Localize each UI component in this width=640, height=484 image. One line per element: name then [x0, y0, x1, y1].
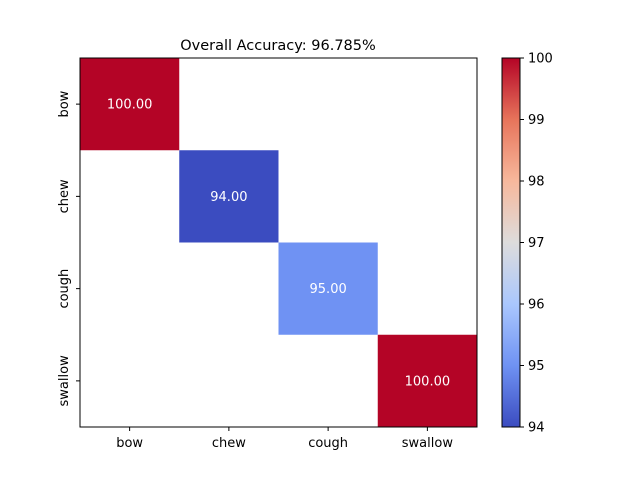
y-tick-label: swallow: [57, 355, 72, 407]
colorbar: 94 95 96 97 98 99 100: [501, 52, 553, 436]
heatmap-cell: [278, 242, 378, 335]
cell-value-label: 100.00: [107, 98, 153, 113]
cell-value-label: 94.00: [210, 190, 247, 205]
colorbar-gradient: [501, 57, 521, 428]
heatmap-cell: [80, 58, 180, 151]
colorbar-tick-label: 98: [528, 175, 545, 190]
colorbar-tick-label: 96: [528, 298, 545, 313]
colorbar-tick-label: 95: [528, 359, 545, 374]
y-tick-label: chew: [57, 179, 72, 213]
colorbar-tick-label: 100: [528, 52, 553, 67]
cell-value-label: 100.00: [405, 374, 451, 389]
x-tick-label: swallow: [402, 436, 454, 451]
colorbar-tick-label: 97: [528, 236, 545, 251]
x-tick-label: bow: [116, 436, 143, 451]
chart-title: Overall Accuracy: 96.785%: [180, 38, 376, 54]
y-tick-label: cough: [57, 269, 72, 309]
colorbar-tick-label: 94: [528, 421, 545, 436]
heatmap-cells: 100.00 94.00 95.00 100.00: [80, 58, 477, 427]
x-tick-label: cough: [308, 436, 348, 451]
plot-frame: [79, 57, 478, 428]
x-tick-label: chew: [212, 436, 246, 451]
cell-value-label: 95.00: [310, 282, 347, 297]
y-tick-label: bow: [57, 90, 72, 117]
y-axis: bow chew cough swallow: [57, 90, 80, 406]
x-axis: bow chew cough swallow: [116, 427, 453, 451]
colorbar-tick-label: 99: [528, 113, 545, 128]
heatmap-cell: [377, 334, 477, 427]
heatmap-cell: [179, 150, 279, 243]
